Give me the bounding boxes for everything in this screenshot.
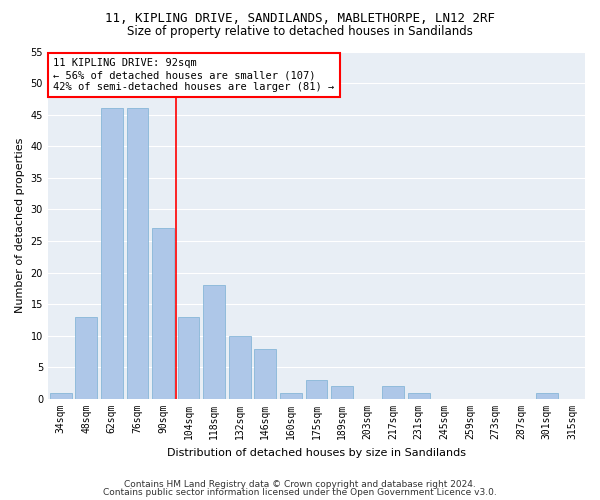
X-axis label: Distribution of detached houses by size in Sandilands: Distribution of detached houses by size … (167, 448, 466, 458)
Bar (152, 228, 174, 399)
Text: Size of property relative to detached houses in Sandilands: Size of property relative to detached ho… (127, 25, 473, 38)
Bar (280, 392, 302, 399)
Bar (76, 317, 97, 399)
Text: 11 KIPLING DRIVE: 92sqm
← 56% of detached houses are smaller (107)
42% of semi-d: 11 KIPLING DRIVE: 92sqm ← 56% of detache… (53, 58, 335, 92)
Bar (101, 108, 123, 399)
Bar (50, 392, 71, 399)
Bar (382, 386, 404, 399)
Bar (536, 392, 557, 399)
Text: Contains HM Land Registry data © Crown copyright and database right 2024.: Contains HM Land Registry data © Crown c… (124, 480, 476, 489)
Y-axis label: Number of detached properties: Number of detached properties (15, 138, 25, 313)
Text: 11, KIPLING DRIVE, SANDILANDS, MABLETHORPE, LN12 2RF: 11, KIPLING DRIVE, SANDILANDS, MABLETHOR… (105, 12, 495, 26)
Bar (203, 286, 225, 399)
Bar (408, 392, 430, 399)
Bar (127, 108, 148, 399)
Bar (331, 386, 353, 399)
Bar (254, 348, 276, 399)
Bar (305, 380, 328, 399)
Bar (229, 336, 251, 399)
Bar (178, 317, 199, 399)
Text: Contains public sector information licensed under the Open Government Licence v3: Contains public sector information licen… (103, 488, 497, 497)
